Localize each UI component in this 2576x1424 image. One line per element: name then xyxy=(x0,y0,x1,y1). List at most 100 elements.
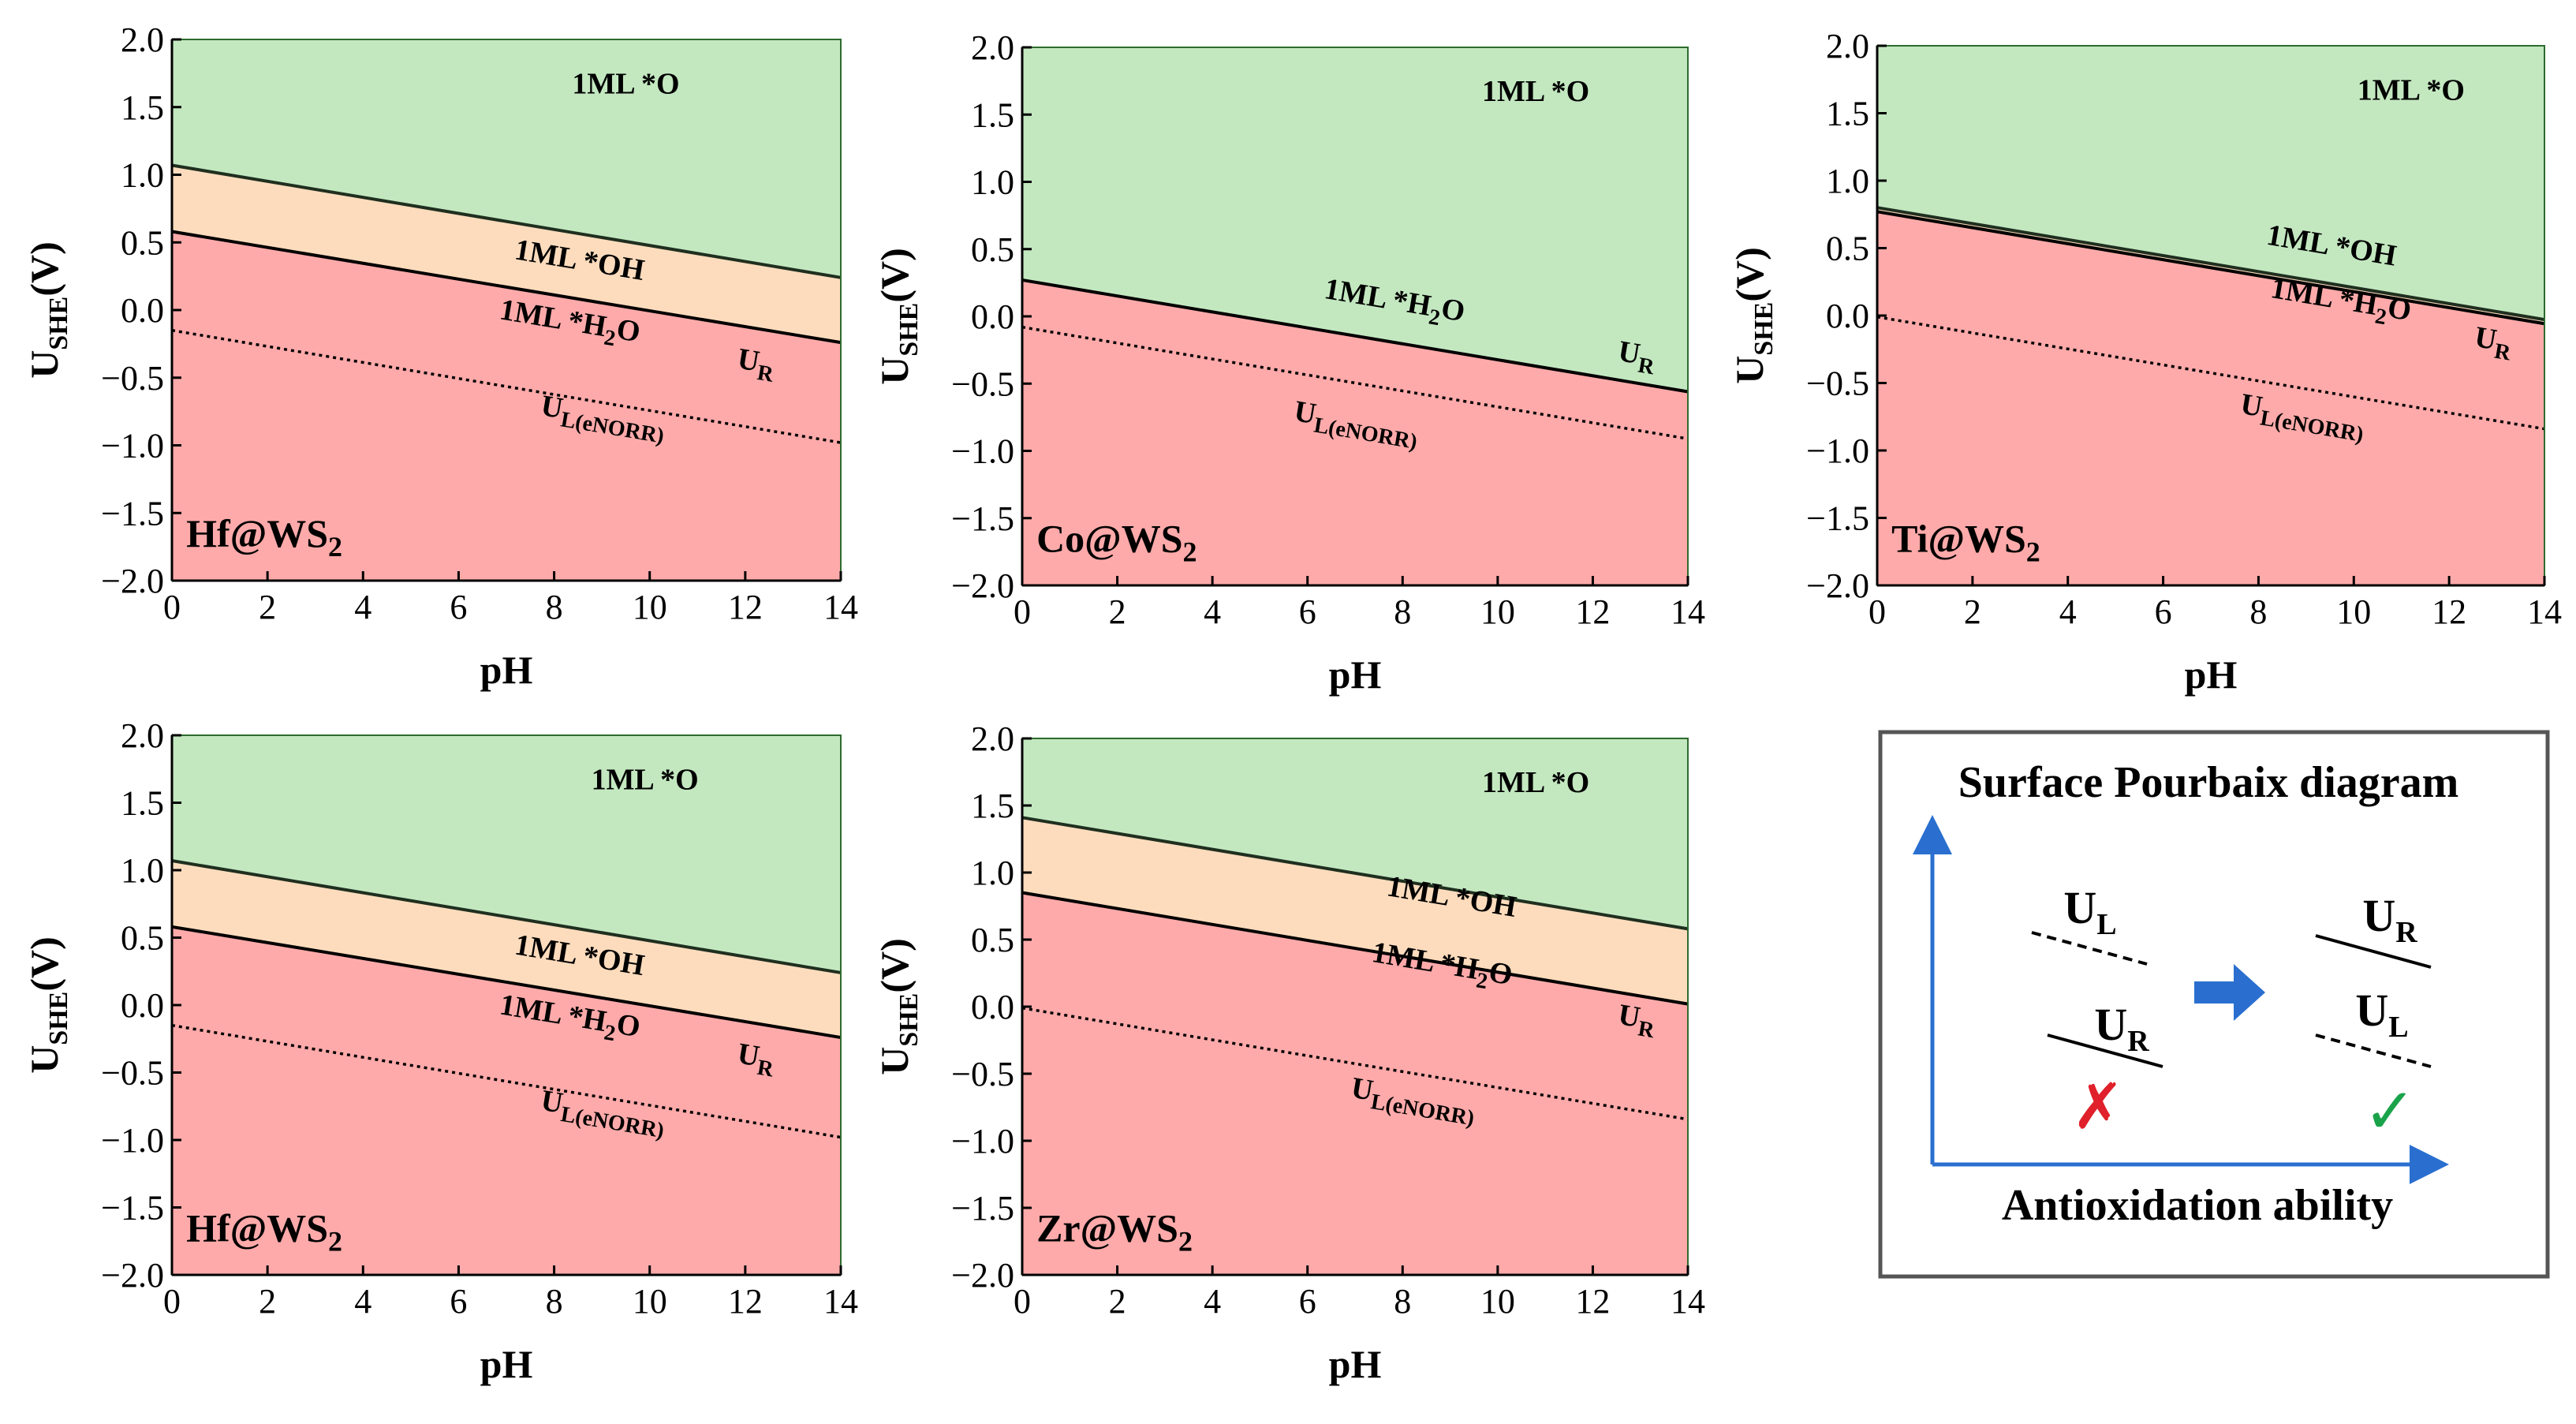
x-tick-label: 4 xyxy=(2059,592,2077,631)
x-tick-label: 8 xyxy=(1394,1282,1411,1321)
chart-panel-5: 0 2 4 6 8 10 12 142.01.51.00.50.0−0.5−1.0−1.5−2… xyxy=(872,719,1705,1386)
boundary-ur-line xyxy=(171,230,842,345)
panel-title-main: Hf@WS xyxy=(186,1205,328,1250)
limiting-potential-line xyxy=(1876,315,2545,431)
y-axis-title-unit: (V) xyxy=(1727,247,1771,301)
y-tick-label: −1.0 xyxy=(951,1122,1014,1161)
y-axis-title-main: U xyxy=(872,357,917,385)
y-tick-label: −2.0 xyxy=(1806,566,1869,605)
y-tick-label: 2.0 xyxy=(971,28,1014,67)
y-axis-title: USHE(V) xyxy=(22,241,73,379)
ur-label: UR xyxy=(1615,998,1659,1043)
panel-title-main: Ti@WS xyxy=(1891,516,2026,560)
y-tick-label: 2.0 xyxy=(121,716,164,755)
y-tick-label: −2.0 xyxy=(101,1256,164,1295)
region-label-water-sub: 2 xyxy=(1474,968,1489,994)
ul-label-main: U xyxy=(1292,394,1319,431)
chart-panel-3: 0 2 4 6 8 10 12 142.01.51.00.50.0−0.5−1.0−1.5−2… xyxy=(1727,27,2562,697)
region-label-water-end: O xyxy=(1487,955,1515,992)
x-tick-label: 0 xyxy=(1014,1282,1031,1321)
legend-x-label: Antioxidation ability xyxy=(2002,1181,2393,1230)
ur-label-main: U xyxy=(2473,320,2499,357)
legend-ul-right-u: U xyxy=(2355,985,2388,1036)
y-tick-label: 1.0 xyxy=(1826,162,1869,200)
x-tick-label: 12 xyxy=(1575,1282,1610,1321)
x-tick-label: 10 xyxy=(633,588,667,626)
y-tick-label: 0.0 xyxy=(971,297,1014,336)
x-tick-label: 4 xyxy=(1204,1282,1221,1321)
x-tick-label: 0 xyxy=(163,1282,181,1321)
x-tick-label: 14 xyxy=(1671,592,1705,631)
y-tick-label: −2.0 xyxy=(951,1256,1014,1295)
panel-title-sub: 2 xyxy=(1183,536,1197,567)
x-tick-label: 8 xyxy=(2249,592,2267,631)
x-tick-label: 12 xyxy=(728,588,763,626)
legend-ul-right-line xyxy=(2315,1033,2432,1068)
chart-panel-2: 0 2 4 6 8 10 12 142.01.51.00.50.0−0.5−1.0−1.5−2… xyxy=(872,28,1705,697)
legend-ul-left: UL xyxy=(2063,882,2116,941)
boundary-ur-line xyxy=(1876,210,2545,326)
y-axis-title-main: U xyxy=(872,1047,917,1075)
y-tick-label: −1.5 xyxy=(1806,499,1869,538)
boundary-oh-o-line xyxy=(171,859,842,974)
ur-label-main: U xyxy=(735,342,762,379)
boundary-oh-o-line xyxy=(1021,816,1689,931)
panel-title: Ti@WS2 xyxy=(1891,516,2040,567)
y-axis-title: USHE(V) xyxy=(872,938,924,1075)
y-tick-label: −2.0 xyxy=(951,566,1014,605)
y-axis-title-sub: SHE xyxy=(1749,302,1779,356)
legend-ul-left-sub: L xyxy=(2096,908,2116,941)
y-tick-label: 2.0 xyxy=(971,719,1014,758)
y-tick-label: −2.0 xyxy=(101,562,164,600)
legend-ur-left: UR xyxy=(2094,999,2149,1058)
y-axis-title: USHE(V) xyxy=(22,936,73,1074)
region-hydroxide xyxy=(172,165,841,343)
y-tick-label: 0.5 xyxy=(1826,230,1869,268)
region-label-water-sub: 2 xyxy=(603,325,618,351)
x-axis-title: pH xyxy=(480,648,533,692)
x-tick-label: 6 xyxy=(450,588,467,626)
x-tick-label: 6 xyxy=(450,1282,467,1321)
x-tick-label: 14 xyxy=(1671,1282,1705,1321)
y-tick-label: 0.0 xyxy=(1826,297,1869,335)
x-tick-label: 14 xyxy=(823,1282,858,1321)
y-tick-label: −1.5 xyxy=(101,1189,164,1228)
x-tick-label: 10 xyxy=(2336,592,2371,631)
y-tick-label: −0.5 xyxy=(951,364,1014,403)
boundary-ur-line xyxy=(1021,891,1689,1006)
legend-ur-left-sub: R xyxy=(2127,1025,2149,1058)
region-label-water-end: O xyxy=(614,312,643,349)
region-water xyxy=(172,926,841,1275)
legend-bad-mark: ✗ xyxy=(2071,1070,2124,1143)
x-axis-title: pH xyxy=(2185,652,2238,697)
y-tick-label: −1.5 xyxy=(951,499,1014,538)
x-tick-label: 2 xyxy=(1109,1282,1126,1321)
y-tick-label: 0.5 xyxy=(121,919,164,958)
x-tick-label: 0 xyxy=(163,588,181,626)
y-tick-label: −1.0 xyxy=(1806,432,1869,470)
region-label-water-sub: 2 xyxy=(603,1020,618,1046)
panel-title: Hf@WS2 xyxy=(186,511,342,562)
chart-panel-1: 0 2 4 6 8 10 12 142.01.51.00.50.0−0.5−1.0−1.5−2… xyxy=(22,21,858,692)
y-tick-label: 0.5 xyxy=(121,223,164,262)
panel-title-sub: 2 xyxy=(328,1225,342,1257)
limiting-potential-line xyxy=(1021,325,1689,440)
y-tick-label: −1.0 xyxy=(951,432,1014,471)
region-water xyxy=(1022,892,1688,1275)
region-label-water-sub: 2 xyxy=(2373,304,2388,330)
x-tick-label: 12 xyxy=(728,1282,763,1321)
legend-ul-right: UL xyxy=(2355,985,2408,1044)
x-tick-label: 12 xyxy=(1575,592,1610,631)
region-label-water-sub: 2 xyxy=(1427,305,1442,331)
x-tick-label: 4 xyxy=(354,588,371,626)
x-tick-label: 10 xyxy=(1480,592,1515,631)
y-axis-title-main: U xyxy=(22,1045,66,1074)
panel-title-main: Zr@WS xyxy=(1036,1206,1178,1250)
chart-panel-4: 0 2 4 6 8 10 12 142.01.51.00.50.0−0.5−1.0−1.5−2… xyxy=(22,716,858,1386)
x-axis-title: pH xyxy=(1329,1342,1382,1386)
legend-ul-left-u: U xyxy=(2063,882,2096,933)
y-tick-label: −0.5 xyxy=(101,359,164,398)
ur-label: UR xyxy=(1615,335,1659,379)
x-tick-label: 2 xyxy=(1109,592,1126,631)
